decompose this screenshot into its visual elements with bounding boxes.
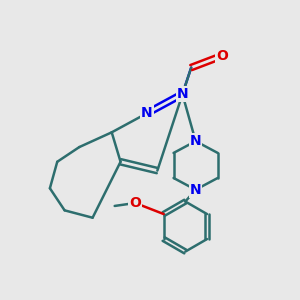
Text: N: N bbox=[190, 134, 202, 148]
Text: N: N bbox=[141, 106, 153, 120]
Text: O: O bbox=[216, 49, 228, 63]
Text: O: O bbox=[129, 196, 141, 210]
Text: N: N bbox=[190, 183, 202, 197]
Text: N: N bbox=[177, 87, 188, 101]
